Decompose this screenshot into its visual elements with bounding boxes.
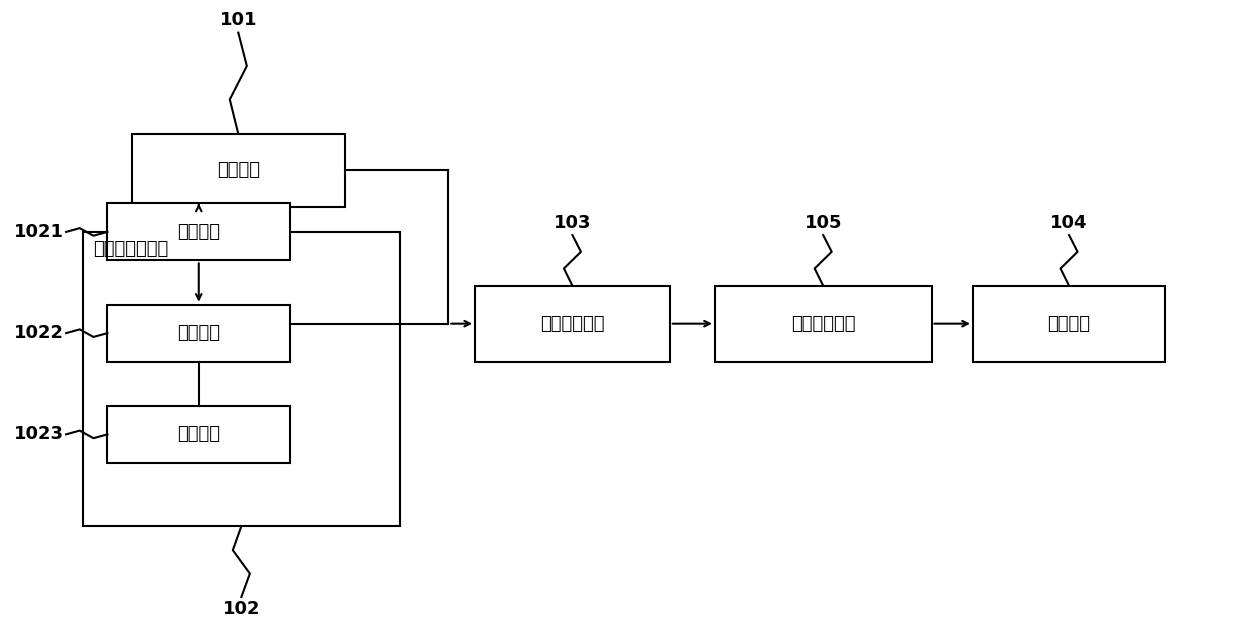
Text: 105: 105 [805,214,842,232]
Bar [131,134,345,206]
Text: 校正模块: 校正模块 [1048,315,1090,333]
Text: 获取单元: 获取单元 [177,223,221,241]
Text: 抖动值估计模块: 抖动值估计模块 [93,240,169,258]
Text: 102: 102 [223,600,260,618]
Text: 精度控制模块: 精度控制模块 [791,315,856,333]
Bar [83,232,399,526]
Bar [108,304,290,362]
Bar [475,286,670,362]
Text: 频偏计算模块: 频偏计算模块 [541,315,605,333]
Text: 计算单元: 计算单元 [177,324,221,342]
Text: 104: 104 [1050,214,1087,232]
Bar [973,286,1166,362]
Text: 获取模块: 获取模块 [217,162,260,179]
Text: 处理单元: 处理单元 [177,426,221,444]
Bar [108,203,290,260]
Text: 101: 101 [219,12,257,29]
Bar [108,406,290,463]
Text: 103: 103 [554,214,591,232]
Bar [715,286,931,362]
Text: 1021: 1021 [14,223,63,241]
Text: 1023: 1023 [14,426,63,444]
Text: 1022: 1022 [14,324,63,342]
